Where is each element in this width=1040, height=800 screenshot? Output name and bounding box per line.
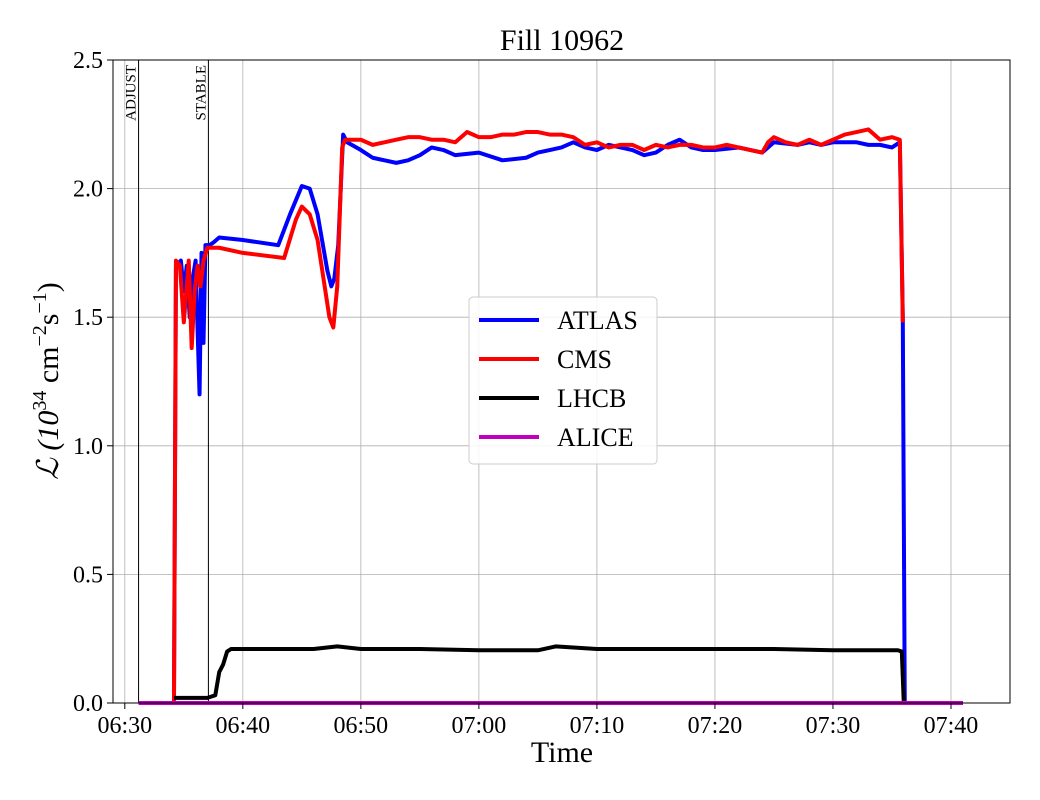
x-tick-label: 07:30 xyxy=(806,713,861,739)
y-tick-label: 2.5 xyxy=(73,48,103,74)
series-line-cms xyxy=(171,127,905,704)
y-label-end: ) xyxy=(32,282,65,292)
legend: ATLAS CMS LHCB ALICE xyxy=(468,296,658,465)
chart-title: Fill 10962 xyxy=(500,24,624,57)
state-markers: ADJUST STABLE xyxy=(124,60,209,703)
y-label-mid2: s xyxy=(32,314,65,326)
legend-label: CMS xyxy=(557,345,612,374)
y-tick-label: 1.0 xyxy=(73,434,103,460)
legend-box xyxy=(468,296,658,465)
x-axis-label: Time xyxy=(531,736,593,769)
x-tick-label: 06:50 xyxy=(334,713,389,739)
y-label-mid: cm xyxy=(32,346,65,390)
y-label-exp1: 34 xyxy=(29,391,51,411)
plot-frame xyxy=(112,59,1011,704)
x-tick-label: 07:00 xyxy=(452,713,507,739)
x-tick-label: 06:30 xyxy=(97,713,152,739)
y-label-exp2: −2 xyxy=(29,325,51,346)
legend-label: LHCB xyxy=(557,384,626,413)
y-tick-label: 2.0 xyxy=(73,177,103,203)
y-tick-label: 1.5 xyxy=(73,305,103,331)
x-tick-label: 07:10 xyxy=(570,713,625,739)
y-tick-label: 0.5 xyxy=(73,562,103,588)
y-axis-ticks: 0.0 0.5 1.0 1.5 2.0 2.5 xyxy=(73,48,113,717)
x-tick-label: 07:20 xyxy=(688,713,743,739)
y-tick-label: 0.0 xyxy=(73,691,103,717)
y-label-main: ℒ (10 xyxy=(32,411,65,480)
series-line-lhcb xyxy=(173,644,963,705)
state-marker-label: STABLE xyxy=(193,65,209,120)
y-axis-label: ℒ (1034 cm−2s−1) xyxy=(29,282,65,480)
state-marker-label: ADJUST xyxy=(124,65,140,121)
y-label-exp3: −1 xyxy=(29,292,51,313)
x-tick-label: 06:40 xyxy=(215,713,270,739)
x-tick-label: 07:40 xyxy=(924,713,979,739)
legend-label: ALICE xyxy=(557,423,634,452)
x-axis-ticks: 06:30 06:40 06:50 07:00 07:10 07:20 07:30 07:40 xyxy=(97,703,978,739)
series-line-atlas xyxy=(171,132,963,705)
legend-label: ATLAS xyxy=(557,306,638,335)
